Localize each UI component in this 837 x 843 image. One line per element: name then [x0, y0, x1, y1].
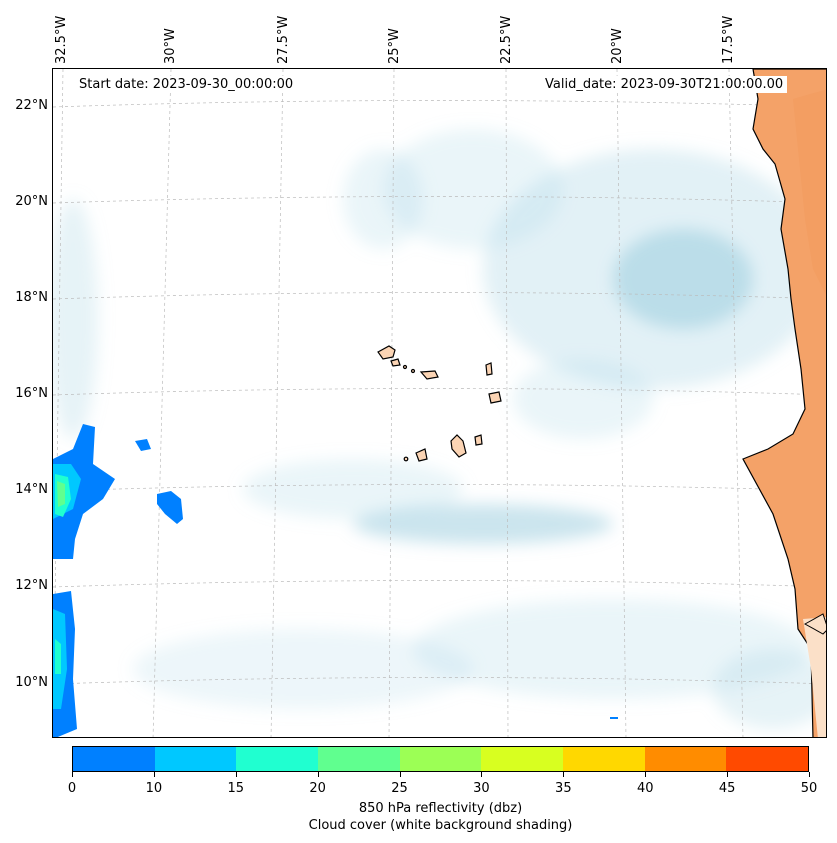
- colorbar-tick: [153, 772, 155, 777]
- colorbar-segment: [481, 747, 564, 771]
- colorbar-tick: [399, 772, 401, 777]
- colorbar-segment: [73, 747, 155, 771]
- lon-label: 25°W: [387, 28, 402, 64]
- colorbar-tick: [809, 772, 810, 777]
- colorbar-segment: [399, 747, 482, 771]
- cloud-cover-shading: [53, 129, 826, 729]
- africa-landmass: [742, 69, 826, 737]
- colorbar-tick: [235, 772, 237, 777]
- colorbar-tick-label: 25: [391, 781, 408, 796]
- lat-label: 10°N: [15, 675, 48, 690]
- map-panel[interactable]: [52, 68, 827, 738]
- lon-label: 22.5°W: [499, 15, 514, 64]
- colorbar-tick-label: 50: [800, 781, 818, 796]
- colorbar-tick-label: 20: [309, 781, 326, 796]
- colorbar-tick: [727, 772, 729, 777]
- colorbar-segment: [318, 747, 400, 771]
- lon-label: 20°W: [610, 28, 625, 64]
- lon-label: 30°W: [163, 28, 178, 64]
- lon-label: 17.5°W: [721, 15, 736, 64]
- lat-label: 20°N: [15, 194, 48, 209]
- colorbar-sublabel: Cloud cover (white background shading): [308, 818, 573, 833]
- reflectivity-patches: [53, 424, 618, 737]
- colorbar-tick: [645, 772, 647, 777]
- colorbar-tick: [481, 772, 483, 777]
- colorbar-tick-label: 10: [145, 781, 163, 796]
- colorbar-tick: [563, 772, 565, 777]
- colorbar-tick-label: 0: [67, 781, 77, 796]
- valid-date-label: Valid_date: 2023-09-30T21:00:00.00: [541, 76, 788, 93]
- lat-label: 18°N: [15, 290, 48, 305]
- colorbar-segment: [236, 747, 319, 771]
- colorbar-label: 850 hPa reflectivity (dbz): [358, 801, 523, 816]
- colorbar: [72, 746, 809, 772]
- lat-label: 12°N: [15, 578, 48, 593]
- colorbar-tick-label: 35: [555, 781, 572, 796]
- cape-verde-islands: [377, 345, 502, 462]
- lon-label: 32.5°W: [54, 15, 69, 64]
- lat-label: 22°N: [15, 98, 48, 113]
- colorbar-tick-label: 30: [473, 781, 490, 796]
- lat-label: 14°N: [15, 482, 48, 497]
- colorbar-segment: [644, 747, 727, 771]
- colorbar-segment: [726, 747, 809, 771]
- colorbar-tick-label: 40: [636, 781, 654, 796]
- start-date-label: Start date: 2023-09-30_00:00:00: [75, 76, 298, 93]
- map-canvas: [53, 69, 826, 737]
- colorbar-segment: [563, 747, 645, 771]
- colorbar-segment: [154, 747, 237, 771]
- colorbar-tick-label: 45: [718, 781, 736, 796]
- colorbar-tick: [72, 772, 73, 777]
- colorbar-tick: [317, 772, 319, 777]
- lon-label: 27.5°W: [276, 15, 291, 64]
- colorbar-tick-label: 15: [227, 781, 245, 796]
- lat-label: 16°N: [15, 386, 48, 401]
